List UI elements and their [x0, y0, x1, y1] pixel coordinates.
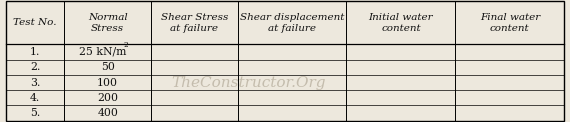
- Text: Shear Stress
at failure: Shear Stress at failure: [161, 13, 228, 33]
- Text: 25 kN/m: 25 kN/m: [79, 47, 127, 57]
- Text: 5.: 5.: [30, 108, 40, 118]
- Text: 2.: 2.: [30, 62, 40, 72]
- Text: 4.: 4.: [30, 93, 40, 103]
- Text: Initial water
content: Initial water content: [369, 13, 433, 33]
- Text: Test No.: Test No.: [13, 18, 57, 27]
- Text: 50: 50: [101, 62, 115, 72]
- Text: 2: 2: [124, 41, 128, 49]
- Text: 3.: 3.: [30, 77, 40, 87]
- Text: Shear displacement
at failure: Shear displacement at failure: [240, 13, 344, 33]
- Text: TheConstructor.Org: TheConstructor.Org: [172, 76, 326, 90]
- Text: Final water
content: Final water content: [480, 13, 540, 33]
- Text: 100: 100: [97, 77, 118, 87]
- Text: Normal
Stress: Normal Stress: [88, 13, 128, 33]
- Text: 1.: 1.: [30, 47, 40, 57]
- Text: 200: 200: [97, 93, 118, 103]
- Text: 400: 400: [97, 108, 118, 118]
